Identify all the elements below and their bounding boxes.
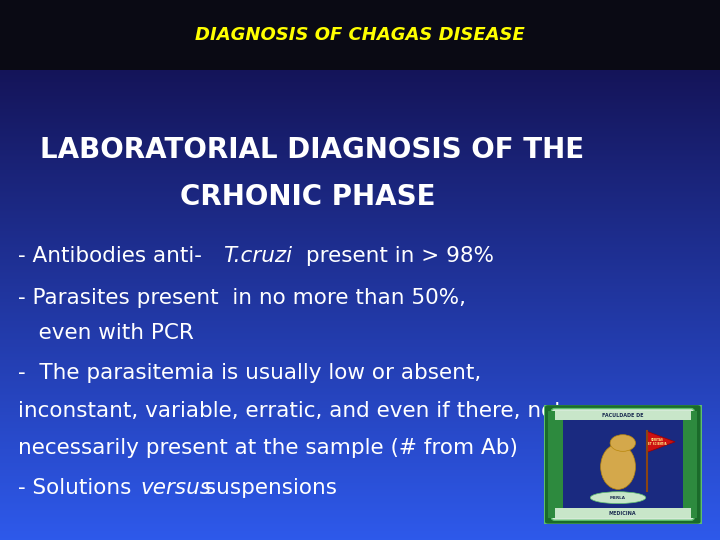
Text: T.cruzi: T.cruzi [223,246,292,266]
FancyBboxPatch shape [552,409,694,520]
Text: even with PCR: even with PCR [18,323,194,343]
Text: suspensions: suspensions [198,478,337,498]
Text: MEDICINA: MEDICINA [609,511,636,516]
Bar [683,411,697,518]
Bar [549,411,562,518]
Text: present in > 98%: present in > 98% [299,246,494,266]
Polygon shape [647,431,675,453]
Bar [554,411,691,421]
FancyBboxPatch shape [561,418,685,513]
Text: - Solutions: - Solutions [18,478,138,498]
Text: CRHONIC PHASE: CRHONIC PHASE [180,183,436,211]
Ellipse shape [610,435,636,451]
Text: inconstant, variable, erratic, and even if there, not: inconstant, variable, erratic, and even … [18,401,563,421]
Ellipse shape [590,492,646,504]
Text: VERITAS
ET SCIENTIA: VERITAS ET SCIENTIA [648,437,667,446]
Text: FACULDADE DE: FACULDADE DE [602,413,644,418]
Text: DIAGNOSIS OF CHAGAS DISEASE: DIAGNOSIS OF CHAGAS DISEASE [195,26,525,44]
Text: LABORATORIAL DIAGNOSIS OF THE: LABORATORIAL DIAGNOSIS OF THE [40,136,584,164]
Text: - Antibodies anti-: - Antibodies anti- [18,246,202,266]
Text: versus: versus [140,478,212,498]
Text: necessarily present at the sample (# from Ab): necessarily present at the sample (# fro… [18,438,518,458]
Bar [554,508,691,518]
FancyBboxPatch shape [544,404,702,525]
Text: MERLA: MERLA [610,496,626,500]
Text: -  The parasitemia is usually low or absent,: - The parasitemia is usually low or abse… [18,363,481,383]
Ellipse shape [600,444,636,489]
Text: - Parasites present  in no more than 50%,: - Parasites present in no more than 50%, [18,288,466,308]
